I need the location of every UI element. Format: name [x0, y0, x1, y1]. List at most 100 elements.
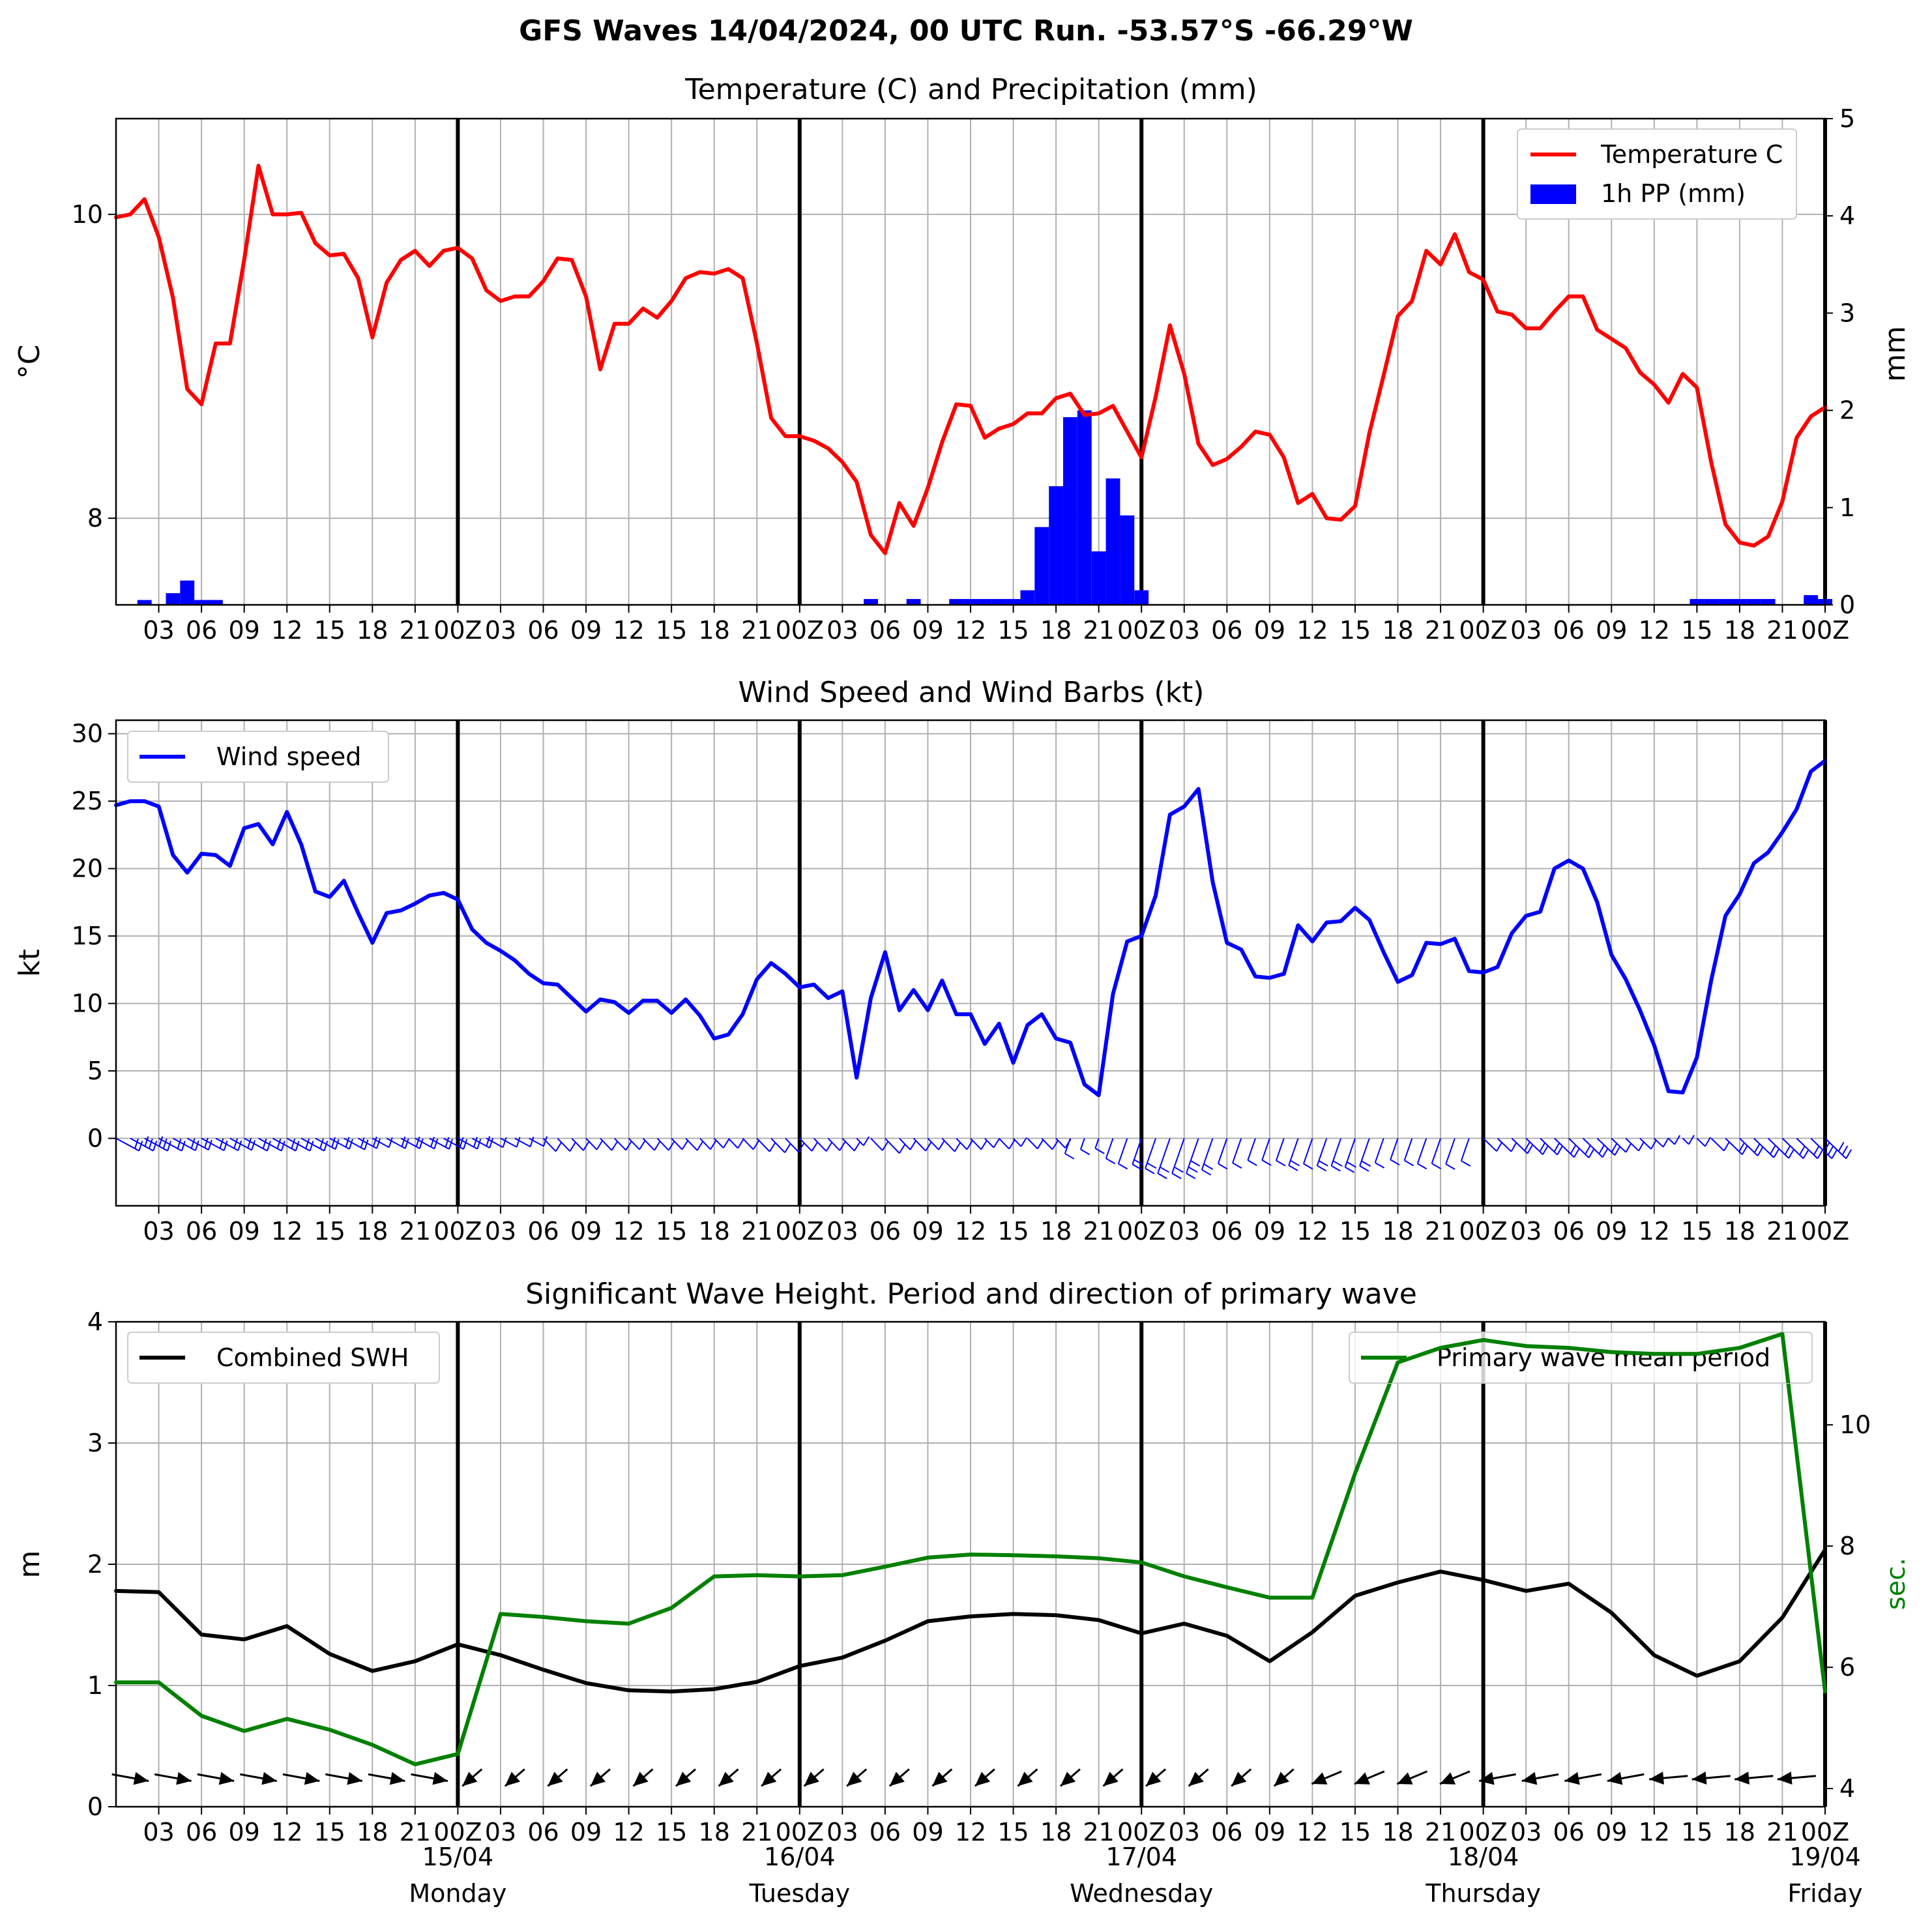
x-tick-label: 15: [1681, 616, 1712, 645]
wind-barb-shaft: [1554, 1137, 1575, 1158]
x-tick-label: 18: [699, 1217, 730, 1246]
x-tick-label: 03: [1510, 616, 1542, 645]
wind-barb-shaft: [400, 1137, 420, 1150]
day-date-label: 15/04: [422, 1843, 494, 1871]
x-tick-label: 09: [570, 616, 602, 645]
y2-tick-label: 4: [1839, 201, 1855, 230]
day-labels: 15/04 Monday 16/04 Tuesday 17/04 Wednesday 18/…: [409, 1843, 1862, 1908]
wind-barb-flag: [502, 1137, 507, 1148]
y2-tick-label: 6: [1839, 1653, 1855, 1682]
wave-arrow-head: [347, 1772, 362, 1785]
wind-barb-flag: [1147, 1162, 1157, 1169]
wind-barb-flag: [223, 1140, 228, 1151]
wave-arrow-head: [1777, 1772, 1793, 1785]
x-tick-label: 03: [485, 1818, 516, 1846]
wind-barb-shaft: [600, 1137, 613, 1151]
precip-bar: [1063, 417, 1077, 605]
wind-barb-flag: [1094, 1147, 1105, 1154]
wind-barb-shaft: [1431, 1138, 1441, 1164]
wind-barb-flag: [177, 1138, 182, 1149]
y-tick-label: 0: [87, 1124, 103, 1153]
x-tick-label: 18: [357, 1217, 388, 1246]
wind-barb-flag: [204, 1137, 209, 1148]
x-tick-label: 15: [1681, 1818, 1712, 1846]
x-tick-label: 21: [741, 1217, 772, 1246]
x-tick-label: 00Z: [1459, 1217, 1507, 1246]
wind-barb-flag: [331, 1137, 336, 1148]
wind-barb-flag: [319, 1138, 324, 1149]
wind-barb-flag: [153, 1141, 158, 1151]
wind-barb-shaft: [1767, 1137, 1789, 1159]
wind-barb-flag: [1346, 1161, 1356, 1168]
wind-barb-shaft: [571, 1137, 584, 1151]
x-tick-label: 09: [1596, 1217, 1627, 1246]
x-tick-label: 18: [1724, 1818, 1755, 1846]
x-tick-label: 18: [1040, 616, 1072, 645]
wind-barb-flag: [1332, 1160, 1343, 1167]
wind-barb-shaft: [685, 1137, 698, 1151]
x-tick-label: 15: [1681, 1217, 1712, 1246]
wind-barb-shaft: [913, 1137, 926, 1152]
wind-barb-shaft: [329, 1137, 350, 1150]
wind-barb-flag: [1524, 1141, 1530, 1152]
wind-barb-flag: [1573, 1148, 1580, 1158]
wave-arrow-head: [548, 1772, 563, 1787]
precip-bar: [1120, 515, 1135, 605]
day-date-label: 17/04: [1105, 1843, 1177, 1871]
x-tick-label: 09: [912, 1217, 943, 1246]
wind-barb-flag: [1461, 1160, 1471, 1167]
y-tick-label: 20: [72, 854, 103, 883]
x-tick-label: 21: [1083, 1217, 1114, 1246]
wind-barb-shaft: [542, 1137, 557, 1152]
wind-barb-flag: [1553, 1142, 1560, 1152]
wind-barb-shaft: [514, 1137, 531, 1148]
wind-barb-flag: [1527, 1144, 1534, 1154]
x-tick-label: 15: [656, 1818, 687, 1846]
wind-barb-flag: [349, 1139, 353, 1150]
wind-barb-flag: [881, 1141, 889, 1151]
wind-barb-shaft: [1055, 1137, 1066, 1148]
wind-barb-shaft: [1654, 1137, 1664, 1148]
wind-barb-shaft: [300, 1137, 325, 1152]
x-tick-label: 03: [143, 1217, 174, 1246]
wind-barb-flag: [1770, 1145, 1776, 1155]
wind-barb-shaft: [1261, 1138, 1270, 1161]
x-tick-label: 00Z: [1459, 1818, 1507, 1846]
y-tick-label: 8: [87, 504, 103, 533]
x-tick-label: 00Z: [433, 616, 482, 645]
wind-barb-flag: [1570, 1144, 1577, 1154]
wind-barb-shaft: [1275, 1138, 1285, 1161]
x-tick-label: 06: [527, 1217, 559, 1246]
wind-barb-shaft: [1079, 1138, 1085, 1150]
precip-bar: [1049, 486, 1064, 605]
wind-barb-shaft: [713, 1137, 724, 1148]
temperature-panel-title: Temperature (C) and Precipitation (mm): [684, 73, 1257, 106]
x-tick-label: 06: [1553, 616, 1585, 645]
wind-barb-flag: [144, 1136, 149, 1147]
x-tick-label: 09: [228, 1818, 259, 1846]
wind-barb-flag: [134, 1138, 139, 1149]
x-tick-label: 06: [1553, 1217, 1585, 1246]
wind-barb-flag: [611, 1141, 618, 1151]
wave-arrow-head: [304, 1772, 320, 1785]
x-tick-label: 09: [912, 616, 943, 645]
wind-barb-shaft: [1302, 1138, 1313, 1164]
y2-tick-label: 5: [1839, 104, 1855, 133]
x-tick-label: 00Z: [776, 1217, 824, 1246]
precip-bar: [194, 600, 209, 605]
wind-barb-shaft: [870, 1137, 883, 1151]
wind-barb-flag: [1404, 1160, 1414, 1167]
wind-barb-flag: [625, 1141, 632, 1151]
x-tick-label: 00Z: [1117, 1818, 1165, 1846]
wind-barb-flag: [1598, 1144, 1605, 1154]
wind-barb-flag: [1247, 1160, 1257, 1166]
x-tick-label: 03: [485, 616, 516, 645]
wind-barb-flag: [1173, 1166, 1184, 1173]
wave-arrow-head: [1103, 1772, 1119, 1787]
wind-barb-flag: [280, 1141, 285, 1151]
wind-barb-flag: [722, 1139, 730, 1148]
temperature-grid: [116, 119, 1827, 605]
x-tick-label: 12: [613, 616, 644, 645]
x-tick-label: 12: [1639, 1818, 1670, 1846]
